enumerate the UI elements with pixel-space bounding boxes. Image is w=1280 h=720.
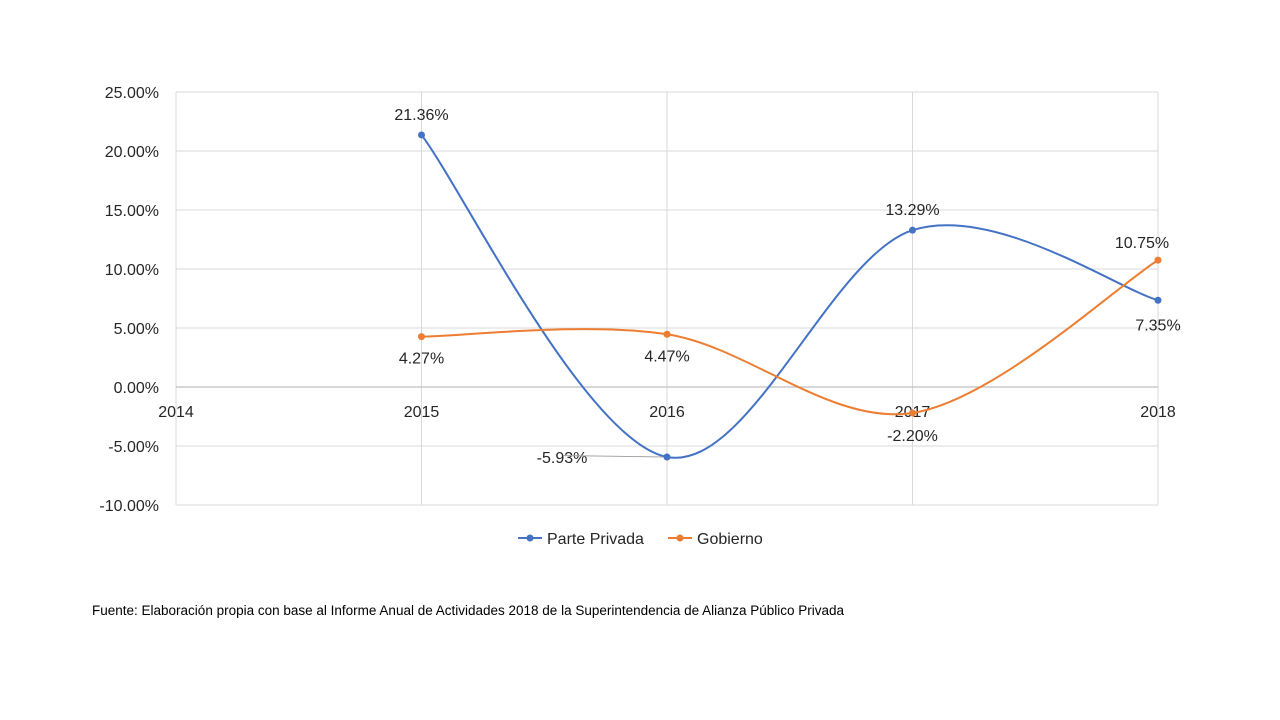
- data-label-parte-privada: 7.35%: [1135, 317, 1180, 334]
- data-point-parte-privada: [663, 453, 671, 461]
- y-axis-ticks: 25.00% 20.00% 15.00% 10.00% 5.00% 0.00% -5.00%…: [99, 85, 159, 515]
- legend-swatch-marker: [526, 534, 534, 542]
- x-tick-label: 2018: [1140, 404, 1176, 421]
- data-labels: 21.36% -5.93% 13.29% 7.35% 4.27% 4.47% -2.20% 1…: [394, 107, 1180, 467]
- y-tick-label: -10.00%: [99, 498, 159, 515]
- y-tick-label: 10.00%: [105, 262, 159, 279]
- data-label-parte-privada: -5.93%: [537, 450, 588, 467]
- y-tick-label: 20.00%: [105, 144, 159, 161]
- data-point-parte-privada: [1154, 296, 1162, 304]
- legend: Parte Privada Gobierno: [518, 531, 763, 548]
- data-label-gobierno: 4.27%: [399, 351, 444, 368]
- x-tick-label: 2016: [649, 404, 685, 421]
- gridlines: [175, 91, 1159, 506]
- legend-swatch-marker: [676, 534, 684, 542]
- y-tick-label: -5.00%: [108, 439, 159, 456]
- data-point-gobierno: [418, 333, 425, 341]
- data-label-parte-privada: 13.29%: [885, 202, 939, 219]
- data-point-gobierno: [1154, 256, 1162, 264]
- y-tick-label: 5.00%: [114, 321, 159, 338]
- series-lines: [418, 131, 1162, 461]
- series-line-gobierno: [421, 259, 1159, 416]
- x-tick-label: 2015: [404, 404, 440, 421]
- y-tick-label: 0.00%: [114, 380, 159, 397]
- data-point-gobierno: [663, 330, 671, 338]
- data-label-gobierno: -2.20%: [887, 428, 938, 445]
- data-label-parte-privada: 21.36%: [394, 107, 448, 124]
- data-label-gobierno: 10.75%: [1115, 235, 1169, 252]
- leader-line: [562, 454, 664, 458]
- x-tick-label: 2014: [158, 404, 194, 421]
- source-note: Fuente: Elaboración propia con base al I…: [92, 603, 845, 618]
- data-label-gobierno: 4.47%: [644, 348, 689, 365]
- data-point-parte-privada: [909, 226, 916, 234]
- data-point-gobierno: [909, 409, 916, 417]
- legend-label: Parte Privada: [547, 531, 644, 548]
- x-axis-ticks: 20142015201620172018: [158, 404, 1176, 421]
- y-tick-label: 15.00%: [105, 203, 159, 220]
- series-line-parte-privada: [420, 134, 1159, 459]
- legend-label: Gobierno: [697, 531, 763, 548]
- data-point-parte-privada: [418, 131, 425, 139]
- y-tick-label: 25.00%: [105, 85, 159, 102]
